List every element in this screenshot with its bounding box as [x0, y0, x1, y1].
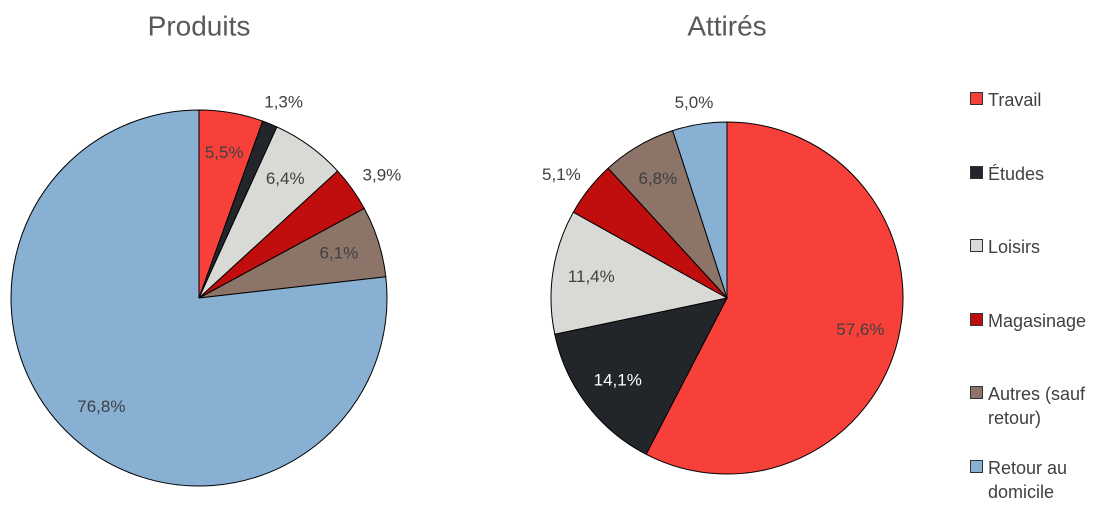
legend-item: Magasinage: [970, 309, 1117, 333]
chart-title: Produits: [148, 10, 251, 41]
data-label: 57,6%: [836, 320, 884, 339]
legend-swatch: [970, 459, 983, 473]
legend-label: Loisirs: [988, 237, 1041, 257]
data-label: 6,1%: [320, 243, 359, 262]
legend-label: Retour au domicile: [988, 457, 1068, 502]
data-label: 6,8%: [638, 169, 677, 188]
pie-slice: [671, 121, 728, 299]
legend-swatch: [970, 165, 983, 179]
data-label: 76,8%: [77, 397, 125, 416]
chart-title: Attirés: [687, 10, 766, 41]
legend-swatch: [970, 386, 983, 399]
legend-item: Retour au domicile: [970, 456, 1117, 504]
legend-item: Loisirs: [970, 235, 1117, 259]
legend-label: Travail: [988, 90, 1042, 110]
data-label: 14,1%: [594, 371, 642, 390]
data-label: 5,0%: [675, 93, 714, 112]
data-label: 6,4%: [266, 169, 305, 188]
legend-swatch: [970, 239, 983, 252]
legend-item: Autres (sauf retour): [970, 382, 1117, 430]
data-label: 3,9%: [363, 165, 402, 184]
legend-swatch: [970, 92, 983, 105]
legend-label: Études: [988, 163, 1045, 184]
pie-slice: [550, 211, 729, 335]
legend-item: Études: [970, 162, 1117, 186]
pie-slice: [10, 109, 388, 487]
legend-swatch: [970, 312, 983, 326]
data-label: 5,1%: [542, 165, 581, 184]
legend-item: Travail: [970, 88, 1117, 112]
pie-slice: [554, 297, 728, 455]
pie-slice: [645, 121, 904, 475]
legend-label: Magasinage: [988, 310, 1087, 331]
data-label: 1,3%: [264, 92, 303, 111]
data-label: 5,5%: [205, 143, 244, 162]
data-label: 11,4%: [568, 267, 615, 286]
legend-label: Autres (sauf retour): [988, 384, 1086, 428]
